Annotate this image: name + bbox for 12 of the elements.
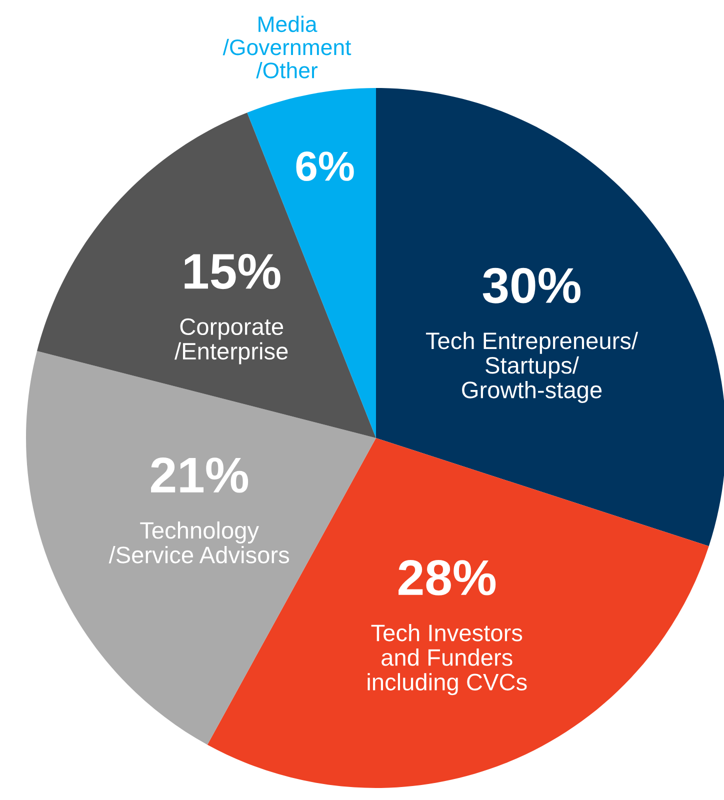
data-label: 28% — [398, 560, 496, 596]
slice-label: Tech Investors and Funders including CVCs — [368, 624, 527, 696]
slice-label: Technology /Service Advisors — [108, 521, 290, 564]
pie-slice — [376, 88, 724, 546]
pie-slice — [36, 112, 376, 438]
slice-label: Tech Entrepreneurs/ Startups/ Growth-stage — [426, 332, 638, 404]
data-label: 21% — [151, 457, 248, 493]
slice-label: Corporate /Enterprise — [174, 318, 288, 364]
data-label: 30% — [482, 268, 580, 304]
data-label: 15% — [184, 254, 280, 290]
data-label: 6% — [296, 152, 354, 182]
slice-label: Media /Government /Other — [222, 16, 352, 78]
